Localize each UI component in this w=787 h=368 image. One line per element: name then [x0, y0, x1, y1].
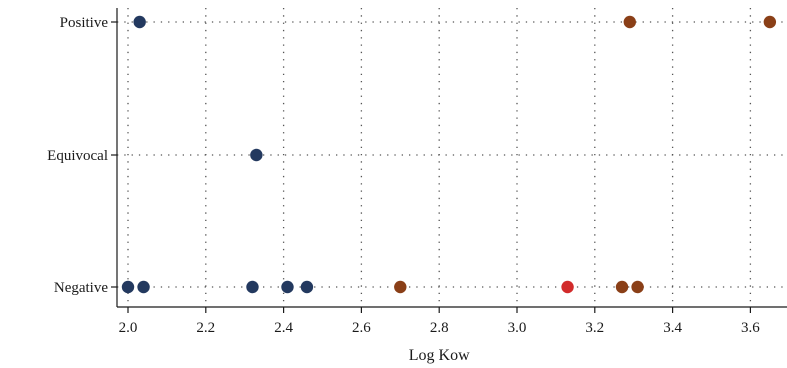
x-tick-label-4: 2.8 — [430, 320, 449, 336]
x-tick-label-8: 3.6 — [741, 320, 760, 336]
x-tick-label-0: 2.0 — [119, 320, 138, 336]
grid-lines — [117, 8, 787, 307]
data-point-0 — [133, 15, 146, 29]
data-points — [121, 15, 777, 294]
data-point-11 — [615, 280, 629, 294]
x-axis-title: Log Kow — [409, 347, 470, 364]
y-tick-label-negative: Negative — [54, 280, 108, 296]
data-point-9 — [394, 280, 407, 294]
y-tick-label-positive: Positive — [60, 15, 109, 31]
data-point-10 — [561, 280, 574, 294]
x-tick-label-1: 2.2 — [196, 320, 215, 336]
data-point-7 — [281, 280, 294, 294]
x-tick-label-2: 2.4 — [274, 320, 293, 336]
data-point-8 — [300, 280, 314, 294]
data-point-1 — [623, 15, 637, 29]
data-point-4 — [121, 280, 135, 294]
data-point-5 — [137, 280, 150, 294]
y-tick-label-equivocal: Equivocal — [47, 148, 108, 164]
data-point-2 — [763, 15, 777, 29]
data-point-12 — [631, 280, 644, 294]
x-tick-label-7: 3.4 — [663, 320, 682, 336]
axes: 2.0 2.2 2.4 2.6 2.8 3.0 3.2 3.4 3.6 Negative Equiv… — [47, 8, 787, 336]
data-point-6 — [246, 280, 259, 294]
data-point-3 — [250, 148, 263, 162]
x-tick-label-5: 3.0 — [508, 320, 527, 336]
x-tick-label-3: 2.6 — [352, 320, 371, 336]
x-tick-label-6: 3.2 — [585, 320, 604, 336]
